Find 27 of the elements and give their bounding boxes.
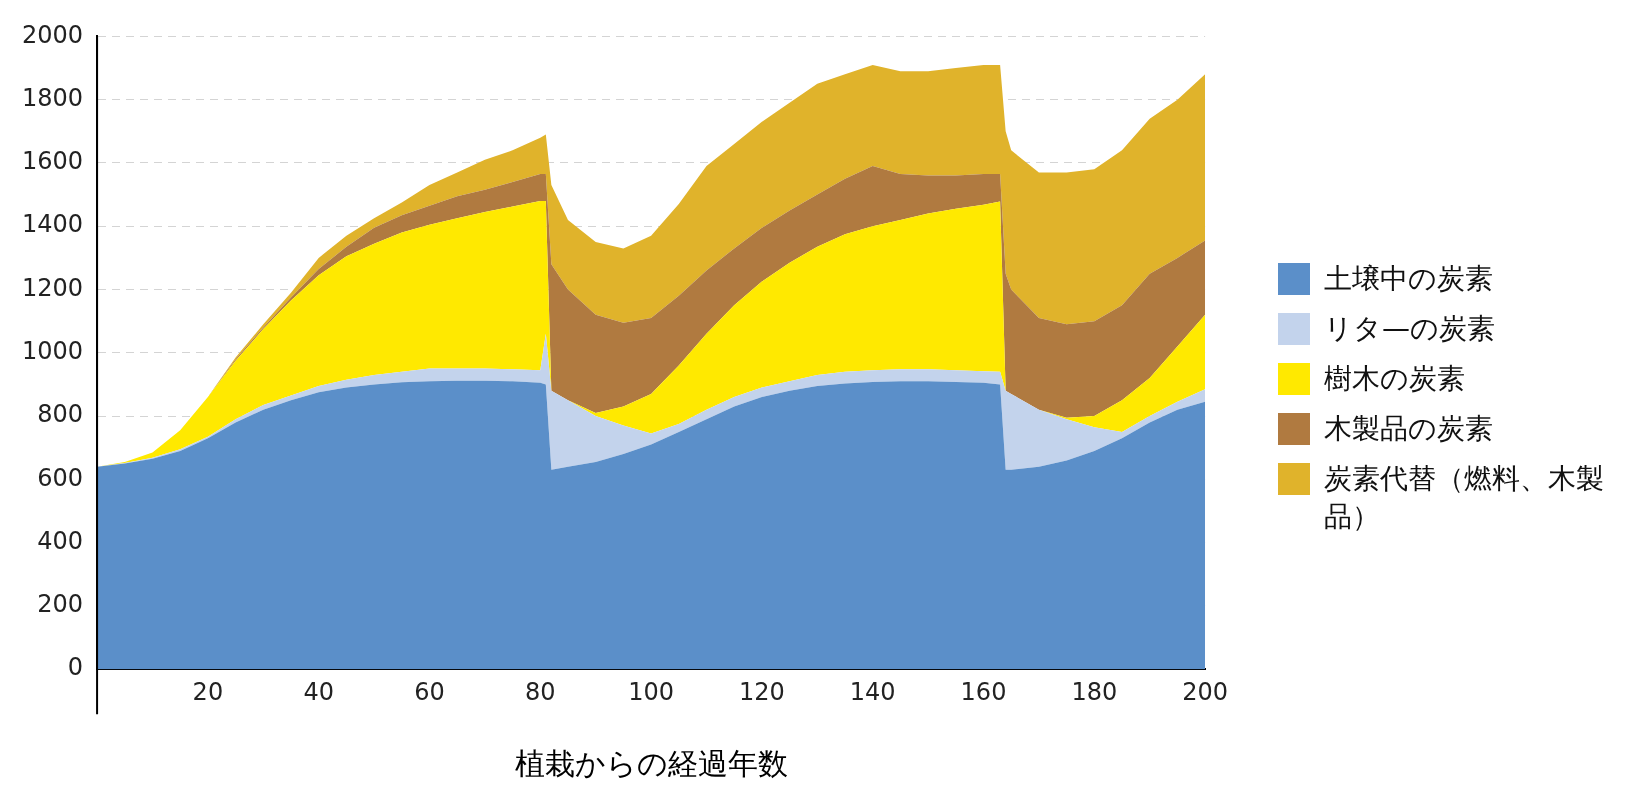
x-axis-title: 植栽からの経過年数 [514, 745, 788, 781]
y-tick-label: 0 [67, 653, 84, 682]
x-tick-label: 20 [192, 677, 224, 706]
y-tick-label: 1600 [22, 147, 84, 176]
y-tick-label: 1800 [22, 83, 84, 112]
legend-label: 土壌中の炭素 [1324, 261, 1493, 297]
x-tick-label: 120 [738, 677, 785, 706]
y-tick-label: 2000 [22, 20, 84, 49]
x-tick-label: 100 [628, 677, 674, 706]
x-tick-label: 60 [414, 677, 445, 706]
y-tick-label: 1000 [22, 337, 84, 366]
y-tick-label: 400 [37, 526, 84, 555]
y-tick-label: 1400 [22, 210, 84, 239]
y-tick-label: 200 [37, 590, 84, 619]
legend-label: 炭素代替（燃料、木製品） [1324, 461, 1605, 535]
legend-label: 樹木の炭素 [1324, 361, 1465, 397]
x-tick-label: 180 [1071, 677, 1118, 706]
legend-label: 木製品の炭素 [1324, 411, 1493, 447]
x-tick-label: 160 [960, 677, 1007, 706]
x-tick-label: 80 [525, 677, 556, 706]
y-tick-label: 800 [37, 400, 84, 429]
legend-label: リタ—の炭素 [1324, 311, 1495, 347]
x-tick-label: 140 [849, 677, 896, 706]
x-tick-label: 200 [1182, 677, 1228, 706]
y-tick-label: 600 [37, 463, 84, 492]
y-tick-label: 1200 [22, 273, 84, 302]
x-tick-label: 40 [303, 677, 334, 706]
